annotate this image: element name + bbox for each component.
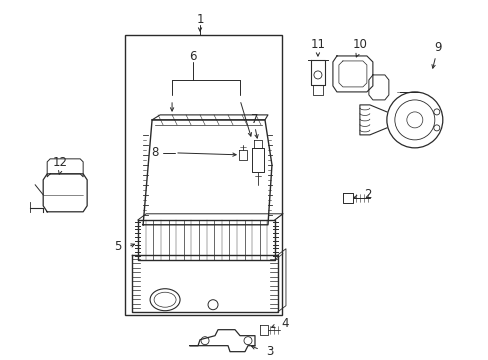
Text: 7: 7 (251, 113, 258, 126)
Text: 12: 12 (53, 156, 67, 169)
Text: 9: 9 (433, 41, 441, 54)
Bar (125, 35, 282, 315)
Text: 10: 10 (352, 39, 366, 51)
Text: 4: 4 (281, 317, 288, 330)
Text: 8: 8 (151, 147, 159, 159)
Text: 11: 11 (310, 39, 325, 51)
Text: 3: 3 (266, 345, 273, 358)
Text: 6: 6 (189, 50, 196, 63)
Text: 5: 5 (114, 240, 122, 253)
Text: 2: 2 (364, 188, 371, 201)
Text: 1: 1 (196, 13, 203, 27)
